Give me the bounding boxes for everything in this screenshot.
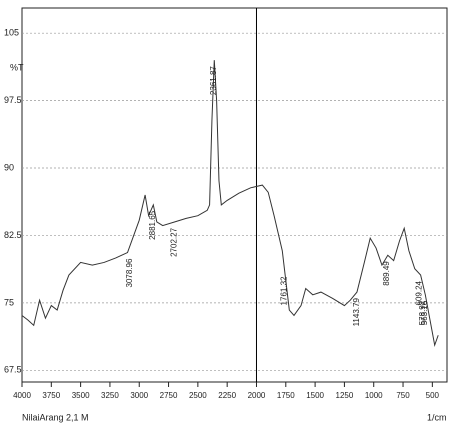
x-tick-label: 3000 [130, 391, 148, 400]
peak-label: 563.16 [420, 300, 429, 325]
peak-label: 1143.79 [352, 298, 361, 327]
spectrum-line [21, 60, 439, 348]
x-tick-label: 1250 [336, 391, 354, 400]
footer: NilaiArang 2,1 M [22, 412, 89, 422]
x-tick-label: 1500 [306, 391, 324, 400]
x-tick-label: 3750 [42, 391, 60, 400]
x-tick-label: 1750 [277, 391, 295, 400]
peak-label: 2361.87 [209, 66, 218, 95]
plot-frame [21, 7, 448, 383]
peak-label: 2881.65 [148, 210, 157, 239]
peak-label: 609.24 [415, 280, 424, 305]
peak-label: 3078.96 [125, 258, 134, 287]
peak-label: 578.92 [418, 300, 427, 325]
x-axis-label: 1/cm [427, 412, 447, 422]
x-tick-label: 500 [426, 391, 440, 400]
x-tick-label: 4000 [13, 391, 31, 400]
peak-label: 2702.27 [169, 227, 178, 256]
x-tick-label: 2750 [160, 391, 178, 400]
x-tick-label: 1000 [365, 391, 383, 400]
y-tick-label: 75 [4, 297, 14, 307]
x-tick-label: 3250 [101, 391, 119, 400]
y-tick-label: 105 [4, 28, 19, 38]
peak-label: 889.49 [382, 261, 391, 286]
y-tick-label: 97.5 [4, 95, 22, 105]
y-axis-label: %T [10, 62, 24, 72]
peak-label: 1761.32 [280, 276, 289, 305]
y-tick-label: 67.5 [4, 365, 22, 375]
y-tick-label: 82.5 [4, 230, 22, 240]
x-tick-label: 750 [396, 391, 410, 400]
x-tick-label: 3500 [72, 391, 90, 400]
x-tick-label: 2500 [189, 391, 207, 400]
x-tick-label: 2250 [218, 391, 236, 400]
y-tick-label: 90 [4, 162, 14, 172]
x-tick-label: 2000 [248, 391, 266, 400]
